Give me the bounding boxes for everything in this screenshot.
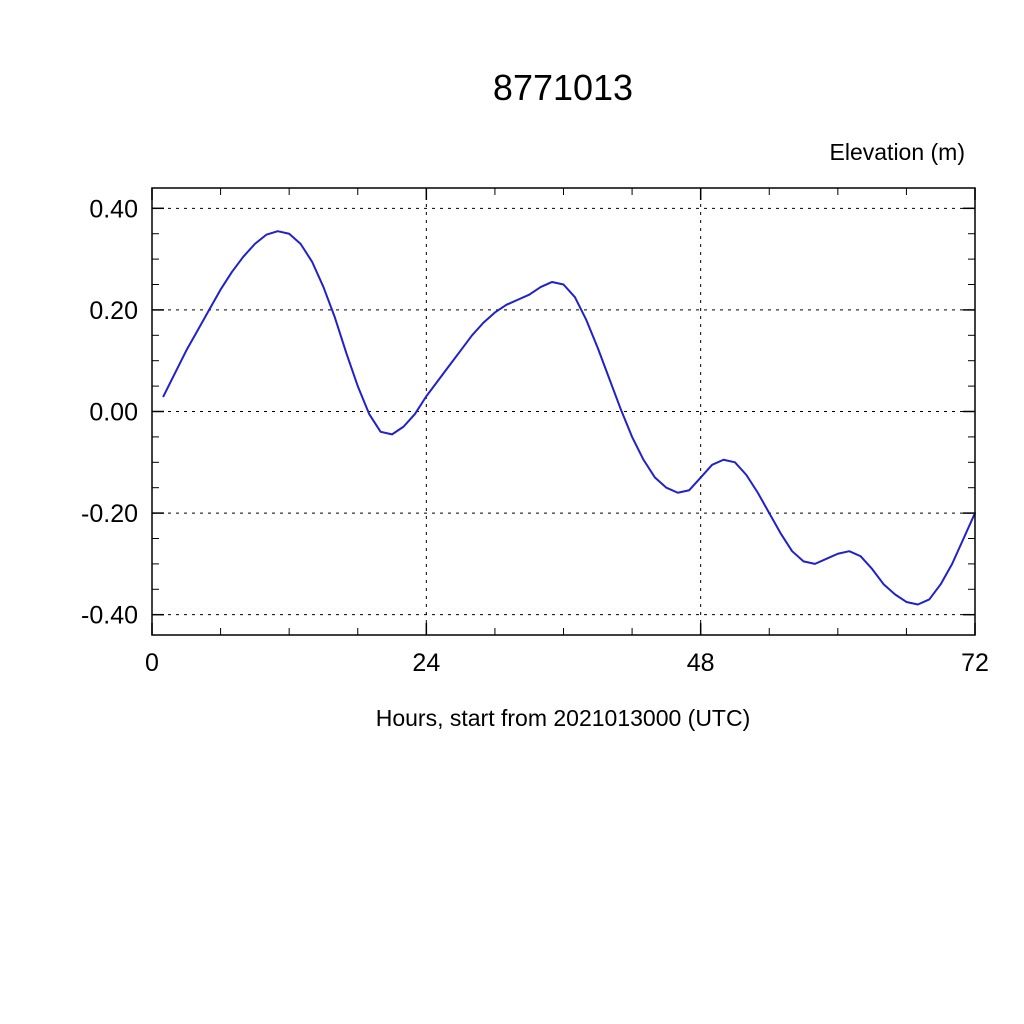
x-tick-label: 48	[687, 649, 715, 677]
y-tick-label: 0.00	[89, 399, 138, 427]
elevation-series-line	[162, 230, 976, 606]
y-axis-unit-label: Elevation (m)	[830, 139, 965, 165]
x-axis-caption: Hours, start from 2021013000 (UTC)	[376, 705, 751, 731]
axis-ticks	[151, 188, 976, 635]
x-tick-label: 24	[412, 649, 440, 677]
plot-border	[151, 187, 976, 636]
x-tick-label: 0	[145, 649, 159, 677]
elevation-line-layer	[162, 230, 976, 606]
chart-title: 8771013	[493, 67, 633, 108]
y-tick-label: -0.40	[81, 602, 138, 630]
y-tick-label: 0.40	[89, 195, 138, 223]
y-tick-label: 0.20	[89, 297, 138, 325]
tick-labels: 0 24 48 72 -0.40 -0.20 0.00 0.20 0.40	[81, 195, 989, 677]
x-tick-label: 72	[961, 649, 989, 677]
y-tick-label: -0.20	[81, 500, 138, 528]
gridlines	[152, 188, 975, 635]
